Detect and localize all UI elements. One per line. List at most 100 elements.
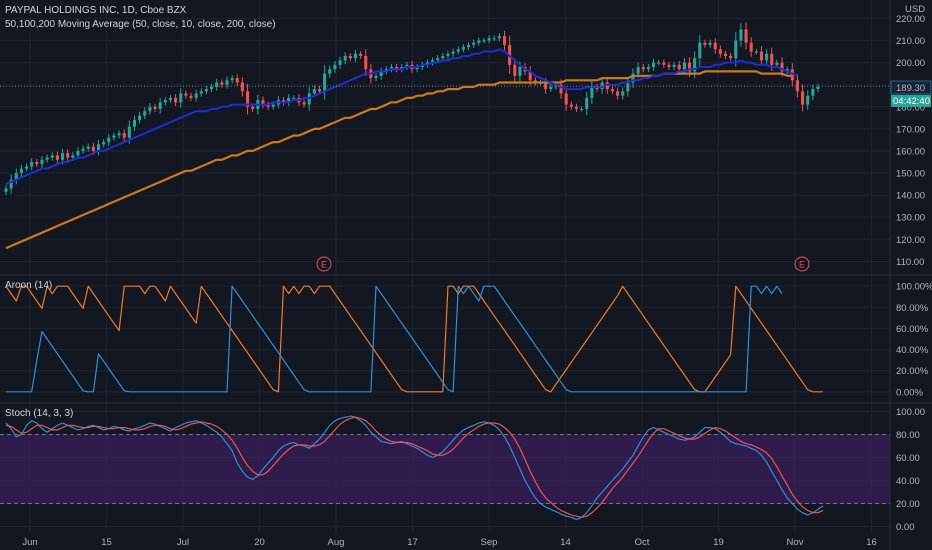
candle-body <box>348 55 352 59</box>
candle-body <box>71 155 75 158</box>
candle-body <box>749 42 753 52</box>
candle-body <box>502 36 507 45</box>
candle-body <box>317 89 322 92</box>
x-axis-label: 19 <box>713 537 724 548</box>
candle-body <box>718 49 722 54</box>
candle-body <box>230 78 234 81</box>
y-axis-tick-label: 200.00 <box>896 58 925 69</box>
candle-body <box>657 62 661 64</box>
candle-body <box>323 73 327 92</box>
chart-title: PAYPAL HOLDINGS INC, 1D, Cboe BZX <box>5 5 187 16</box>
candle-body <box>14 173 18 180</box>
aroon-down-line <box>6 285 783 393</box>
candle-body <box>487 38 491 41</box>
candle-body <box>672 64 676 68</box>
candle-body <box>646 67 650 70</box>
candle-body <box>477 40 481 43</box>
candle-body <box>359 53 363 56</box>
y-axis-tick-label: 180.00 <box>896 102 925 113</box>
candle-body <box>35 161 39 165</box>
candle-body <box>626 82 630 92</box>
candle-body <box>698 42 702 59</box>
candle-body <box>25 166 29 169</box>
candle-body <box>312 89 316 94</box>
candle-body <box>379 71 383 76</box>
candle-body <box>687 62 692 72</box>
axis-labels: Jun 15 Jul 20 Aug 17 Sep 14 Oct 19 Nov 16 110.00 120.… <box>22 14 932 548</box>
candle-body <box>790 69 794 81</box>
candle-body <box>723 53 728 56</box>
candle-body <box>652 62 656 68</box>
candle-body <box>405 64 409 68</box>
candle-body <box>225 80 229 85</box>
candle-body <box>533 80 537 83</box>
x-axis-label: 17 <box>407 537 418 548</box>
candle-body <box>677 64 681 70</box>
candle-body <box>713 42 717 50</box>
candle-body <box>497 36 501 39</box>
candle-body <box>343 55 347 61</box>
candle-body <box>302 102 306 105</box>
candle-body <box>266 104 270 107</box>
candle-body <box>420 64 424 68</box>
y-axis-tick-label: 100.00% <box>896 282 932 293</box>
candle-body <box>112 135 116 138</box>
candle-body <box>122 133 126 138</box>
candle-body <box>415 67 419 70</box>
countdown-badge-box <box>891 95 931 107</box>
candle-body <box>60 153 65 160</box>
candle-body <box>472 42 476 45</box>
candle-body <box>461 47 465 50</box>
y-axis-tick-label: 160.00 <box>896 146 925 157</box>
earnings-marker[interactable] <box>316 256 332 272</box>
candle-body <box>456 49 460 52</box>
candle-body <box>693 58 697 72</box>
candle-body <box>45 157 49 160</box>
candle-body <box>631 73 635 83</box>
y-axis-tick-label: 80.00% <box>896 303 929 314</box>
candle-body <box>739 29 743 41</box>
candle-body <box>574 106 578 109</box>
candle-body <box>76 150 80 156</box>
currency-label: USD <box>905 4 925 15</box>
candle-body <box>261 100 265 105</box>
candle-body <box>770 53 774 65</box>
indicator-lines <box>0 48 890 521</box>
candle-body <box>251 106 255 109</box>
x-axis-label: 16 <box>866 537 877 548</box>
candle-body <box>744 29 748 43</box>
candle-body <box>338 60 342 65</box>
candle-body <box>287 97 291 103</box>
candle-body <box>389 67 393 70</box>
y-axis-tick-label: 210.00 <box>896 36 925 47</box>
candle-body <box>610 89 614 92</box>
ma-study-label[interactable]: 50,100,200 Moving Average (50, close, 10… <box>5 19 276 30</box>
candle-body <box>240 82 244 92</box>
stoch-title[interactable]: Stoch (14, 3, 3) <box>5 408 73 419</box>
candle-body <box>451 51 455 54</box>
aroon-title[interactable]: Aroon (14) <box>5 280 52 291</box>
x-axis-label: 15 <box>101 537 112 548</box>
y-axis-tick-label: 60.00% <box>896 324 929 335</box>
candle-body <box>374 75 378 79</box>
candle-body <box>138 115 142 121</box>
candle-body <box>333 64 337 70</box>
candle-body <box>446 53 450 56</box>
current-price-label: 189.30 <box>896 83 925 94</box>
candle-body <box>174 97 178 103</box>
candle-body <box>153 106 157 109</box>
earnings-marker-label: E <box>799 260 805 270</box>
candle-body <box>775 62 779 65</box>
earnings-marker[interactable] <box>794 256 810 272</box>
y-axis-tick-label: 20.00% <box>896 366 929 377</box>
y-axis-tick-label: 20.00 <box>896 499 920 510</box>
x-axis-label: Nov <box>787 537 804 548</box>
candle-body <box>364 55 368 70</box>
candle-body <box>292 97 296 99</box>
price-badge-box <box>890 80 932 95</box>
price-badge: 189.30 04:42:40 <box>890 80 932 107</box>
aroon-up-line <box>5 285 824 393</box>
candle-body <box>641 67 645 70</box>
earnings-marker-label: E <box>321 260 327 270</box>
